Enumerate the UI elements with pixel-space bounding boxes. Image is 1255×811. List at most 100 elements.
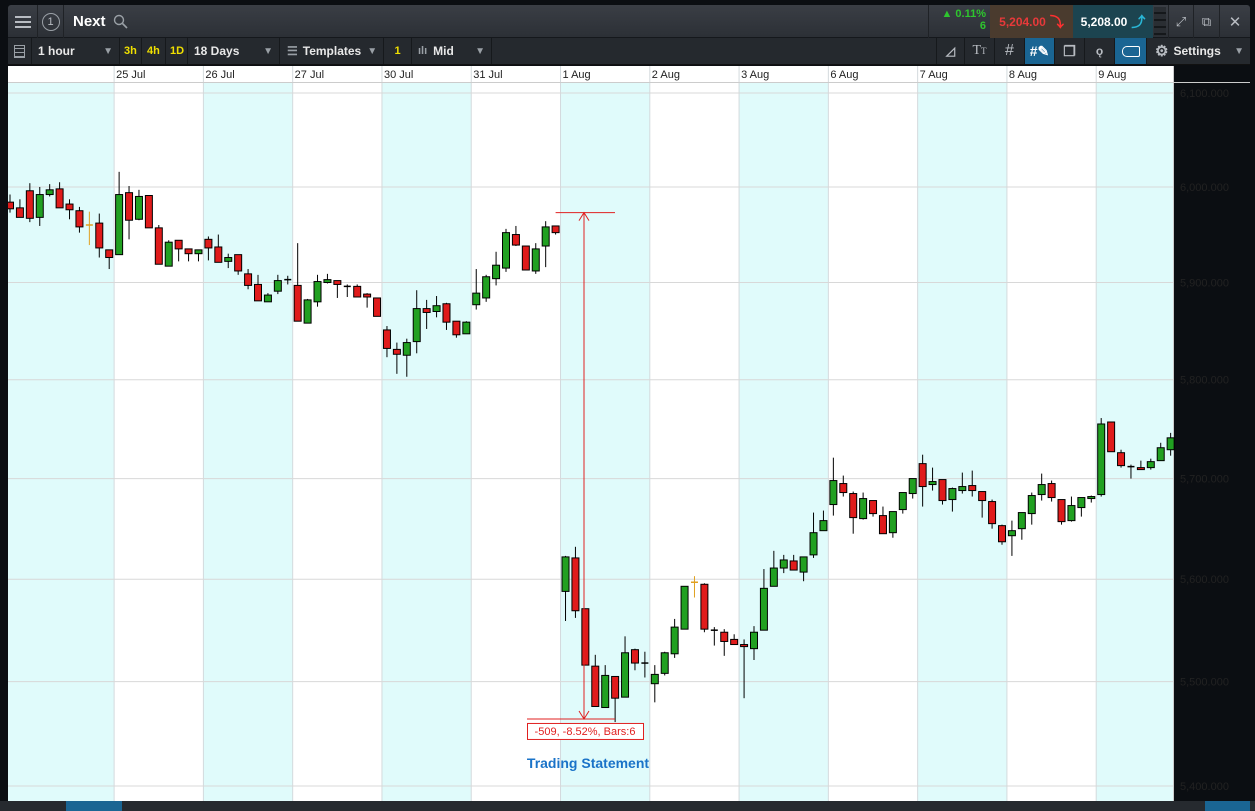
quick-interval-1d[interactable]: 1D: [166, 38, 188, 64]
candle-body: [809, 532, 818, 556]
candle-body: [65, 203, 74, 211]
price-axis-label: 5,700.000: [1180, 474, 1229, 486]
price-axis-label: 6,000.000: [1180, 182, 1229, 194]
link-group-button[interactable]: 1: [38, 5, 64, 38]
candle-body: [958, 486, 967, 492]
candle-body: [750, 631, 758, 650]
candle-body: [700, 583, 709, 630]
grid-edit-button[interactable]: #✎: [1025, 38, 1055, 64]
candle-body: [363, 293, 372, 298]
text-tool-button[interactable]: TT: [965, 38, 995, 64]
chart-toolbar: 1 hour ▼ 3h 4h 1D 18 Days ▼ ☰ Templates ▼ 1 …: [8, 38, 1250, 65]
price-axis-label: 6,100.000: [1180, 88, 1229, 100]
candle-body: [204, 238, 213, 249]
change-points: 6: [979, 20, 986, 32]
interval-value: 1 hour: [38, 44, 75, 58]
candle-body: [263, 294, 272, 303]
candle-body: [125, 192, 134, 221]
measure-label: -509, -8.52%, Bars:6: [535, 726, 636, 738]
window-header: 1 Next ▲ 0.11% 6 5,204.00 ⤵ 5,208.00 ⤴ ⤢ ⧉…: [8, 5, 1250, 38]
candle-body: [442, 303, 451, 323]
candles-icon: ılı: [418, 45, 428, 57]
candle-body: [680, 585, 689, 630]
candle-body: [35, 194, 44, 218]
layout-count-button[interactable]: 1: [384, 38, 412, 64]
candle-body: [25, 190, 34, 219]
left-edge: [0, 66, 8, 801]
candle-body: [918, 463, 927, 488]
bottom-panel-bar: [0, 801, 1255, 811]
date-axis-label: 8 Aug: [1009, 69, 1037, 81]
candle-body: [1117, 452, 1126, 467]
date-axis-label: 2 Aug: [652, 69, 680, 81]
maximize-button[interactable]: ⤢: [1168, 5, 1194, 38]
popout-button[interactable]: ⧉: [1194, 5, 1220, 38]
candle-body: [611, 675, 620, 699]
candle-body: [392, 348, 401, 355]
candle-body: [1007, 530, 1016, 537]
candle-body: [1146, 461, 1155, 469]
measure-arrowheads: [578, 211, 590, 720]
range-select[interactable]: 18 Days ▼: [188, 38, 280, 64]
candle-body: [502, 232, 510, 269]
candle-body: [244, 273, 253, 286]
date-axis-label: 7 Aug: [920, 69, 948, 81]
sell-button[interactable]: 5,204.00 ⤵: [990, 5, 1073, 38]
candle-body: [799, 556, 808, 573]
candle-body: [313, 281, 322, 303]
date-axis-label: 31 Jul: [473, 69, 502, 81]
candle-body: [323, 279, 332, 284]
candle-body: [105, 249, 114, 259]
instrument-title[interactable]: Next: [73, 13, 106, 30]
quick-interval-3h[interactable]: 3h: [120, 38, 142, 64]
candle-body: [978, 491, 987, 502]
layers-button[interactable]: ❐: [1055, 38, 1085, 64]
settings-button[interactable]: ⚙ Settings ▼: [1147, 38, 1250, 64]
grid-button[interactable]: #: [995, 38, 1025, 64]
candle-body: [601, 674, 610, 709]
gear-icon: ⚙: [1155, 43, 1169, 60]
templates-button[interactable]: ☰ Templates ▼: [280, 38, 384, 64]
candle-cursor-icon: ǫ: [1095, 44, 1104, 58]
menu-button[interactable]: [8, 5, 38, 38]
crosshair-button[interactable]: ǫ: [1085, 38, 1115, 64]
chevron-down-icon: ▼: [367, 45, 378, 57]
candle-body: [422, 308, 431, 313]
date-axis-label: 6 Aug: [830, 69, 858, 81]
price-label-button[interactable]: [1115, 38, 1147, 64]
candle-body: [869, 500, 878, 515]
sell-price: 5,204.00: [999, 14, 1046, 29]
candle-body: [630, 649, 639, 664]
price-chart[interactable]: 25 Jul 26 Jul 27 Jul 30 Jul 31 Jul 1 Aug 2 Aug…: [0, 66, 1255, 801]
candle-body: [571, 557, 580, 612]
chevron-down-icon: ▼: [1234, 45, 1244, 57]
candle-body: [234, 254, 243, 272]
chart-list-button[interactable]: [8, 38, 32, 64]
interval-select[interactable]: 1 hour ▼: [32, 38, 120, 64]
drawing-tool-button[interactable]: ◿: [936, 38, 965, 64]
candle-body: [829, 480, 838, 506]
candle-body: [581, 608, 590, 666]
bottom-tab[interactable]: [66, 801, 122, 811]
liquidity-indicator: [1154, 7, 1166, 36]
price-change: ▲ 0.11% 6: [928, 5, 990, 38]
candle-body: [55, 188, 64, 209]
candle-body: [531, 248, 540, 272]
layers-icon: ❐: [1063, 42, 1076, 59]
price-type-select[interactable]: ılı Mid ▼: [412, 38, 492, 64]
day-band: [739, 82, 829, 801]
candle-body: [1166, 437, 1175, 451]
candle-body: [720, 631, 729, 642]
close-button[interactable]: ✕: [1220, 5, 1250, 38]
popout-icon: ⧉: [1201, 13, 1212, 29]
bottom-tab[interactable]: [1205, 801, 1250, 811]
candle-body: [184, 248, 193, 255]
date-axis-label: 27 Jul: [295, 69, 324, 81]
candle-body: [1067, 505, 1076, 522]
buy-button[interactable]: 5,208.00 ⤴: [1073, 5, 1153, 38]
quick-interval-4h[interactable]: 4h: [142, 38, 166, 64]
candle-body: [849, 493, 858, 519]
candle-body: [1027, 495, 1036, 515]
search-icon[interactable]: [113, 14, 128, 29]
candle-body: [730, 638, 739, 646]
